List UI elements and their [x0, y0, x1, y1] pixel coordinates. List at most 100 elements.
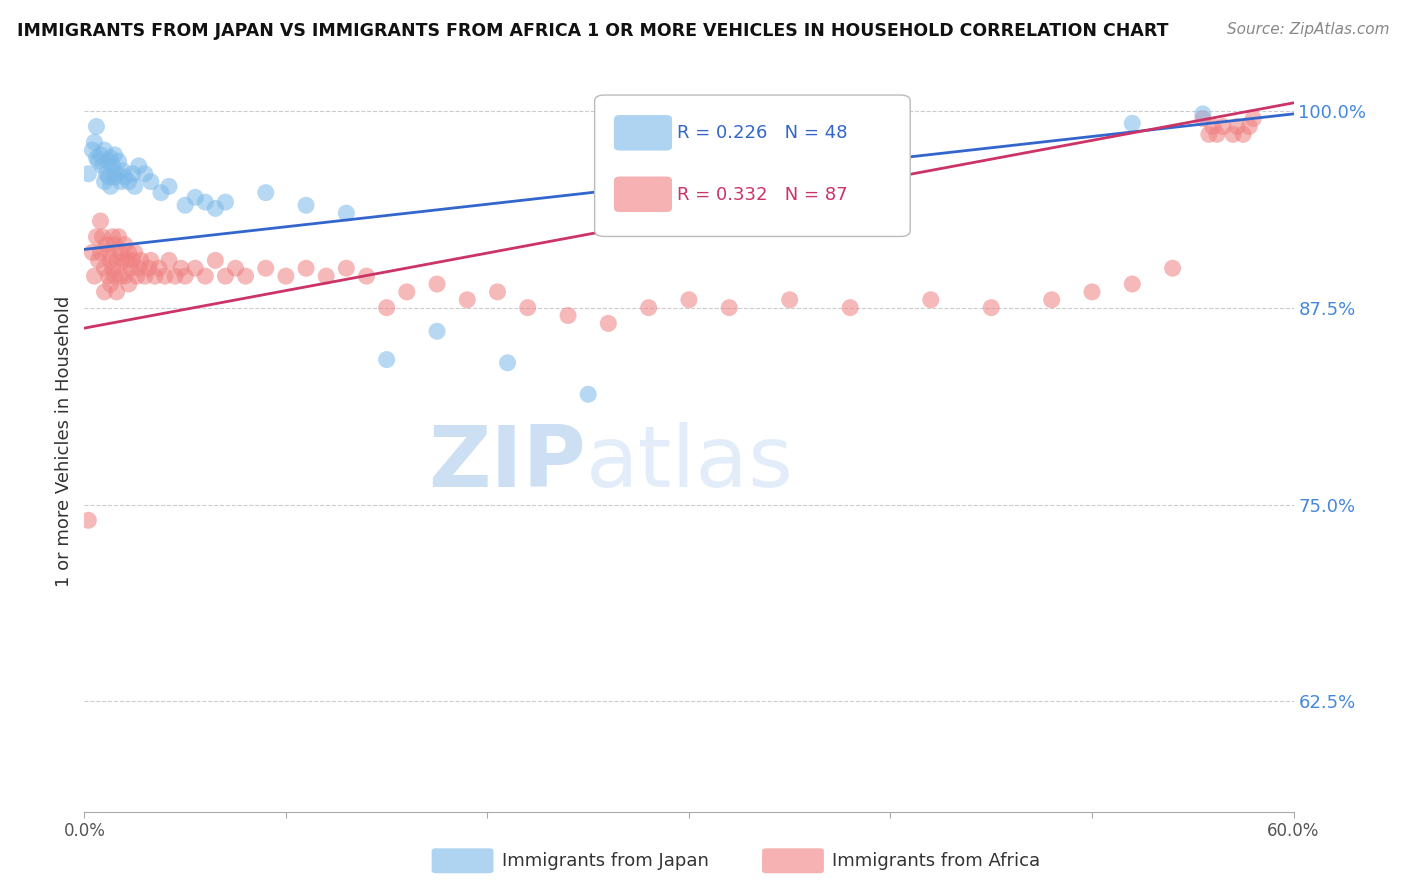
Point [315, 269, 337, 284]
Point [637, 301, 659, 315]
Text: IMMIGRANTS FROM JAPAN VS IMMIGRANTS FROM AFRICA 1 OR MORE VEHICLES IN HOUSEHOLD : IMMIGRANTS FROM JAPAN VS IMMIGRANTS FROM… [17, 22, 1168, 40]
Point [143, 269, 166, 284]
Point [335, 261, 357, 276]
Point [170, 261, 193, 276]
Point [718, 301, 741, 315]
Point [1202, 120, 1225, 134]
Point [111, 163, 134, 178]
Point [97, 169, 120, 184]
Point [576, 387, 599, 401]
Point [100, 277, 122, 291]
Point [87, 253, 110, 268]
Text: Immigrants from Africa: Immigrants from Africa [832, 852, 1040, 870]
Point [157, 179, 180, 194]
Point [426, 324, 449, 338]
Point [920, 293, 942, 307]
Text: ZIP: ZIP [429, 422, 586, 505]
Point [104, 148, 127, 162]
Text: R = 0.226   N = 48: R = 0.226 N = 48 [676, 124, 848, 142]
Point [184, 261, 207, 276]
Point [86, 120, 108, 134]
Point [426, 277, 449, 291]
Point [456, 293, 478, 307]
Point [1226, 120, 1249, 134]
Point [118, 277, 141, 291]
Point [89, 148, 111, 162]
Point [184, 190, 207, 204]
FancyBboxPatch shape [614, 115, 672, 151]
Point [1121, 116, 1143, 130]
Y-axis label: 1 or more Vehicles in Household: 1 or more Vehicles in Household [55, 296, 73, 587]
Point [1121, 277, 1143, 291]
Point [839, 301, 862, 315]
Point [96, 237, 118, 252]
Point [107, 229, 129, 244]
Point [114, 269, 136, 284]
Point [111, 253, 134, 268]
Point [128, 261, 150, 276]
Point [104, 237, 127, 252]
Point [110, 245, 132, 260]
Point [598, 317, 620, 331]
Point [82, 143, 104, 157]
Point [134, 167, 156, 181]
Point [105, 285, 128, 299]
Point [125, 269, 148, 284]
Point [1232, 128, 1254, 142]
Point [1212, 120, 1234, 134]
Point [139, 253, 162, 268]
Point [134, 269, 156, 284]
Point [107, 154, 129, 169]
Point [194, 195, 217, 210]
Point [93, 143, 115, 157]
Point [115, 253, 138, 268]
Point [105, 253, 128, 268]
Point [104, 269, 127, 284]
Point [89, 245, 111, 260]
Point [118, 245, 141, 260]
Point [697, 182, 720, 196]
Point [194, 269, 217, 284]
Point [86, 229, 108, 244]
Point [91, 229, 114, 244]
Point [97, 269, 120, 284]
Text: atlas: atlas [586, 422, 794, 505]
Point [100, 151, 122, 165]
Point [101, 261, 124, 276]
Point [97, 154, 120, 169]
Point [138, 261, 160, 276]
Point [118, 175, 141, 189]
Point [93, 175, 115, 189]
Point [153, 269, 176, 284]
Point [1222, 128, 1244, 142]
Point [129, 253, 152, 268]
Point [124, 245, 146, 260]
Point [235, 269, 257, 284]
Point [839, 163, 862, 178]
Text: Immigrants from Japan: Immigrants from Japan [502, 852, 709, 870]
Point [516, 301, 538, 315]
Point [121, 253, 143, 268]
Point [104, 169, 127, 184]
Point [120, 261, 142, 276]
Point [214, 269, 236, 284]
Point [295, 198, 318, 212]
Point [124, 179, 146, 194]
Point [93, 261, 115, 276]
Point [83, 135, 105, 149]
Point [83, 269, 105, 284]
Point [110, 175, 132, 189]
Point [1206, 128, 1229, 142]
Point [395, 285, 418, 299]
Point [174, 198, 197, 212]
Point [174, 269, 197, 284]
Point [157, 253, 180, 268]
Text: Source: ZipAtlas.com: Source: ZipAtlas.com [1226, 22, 1389, 37]
Point [93, 285, 115, 299]
Point [204, 253, 226, 268]
Point [101, 229, 124, 244]
Point [100, 179, 122, 194]
Point [77, 513, 100, 527]
Point [114, 237, 136, 252]
Point [86, 151, 108, 165]
